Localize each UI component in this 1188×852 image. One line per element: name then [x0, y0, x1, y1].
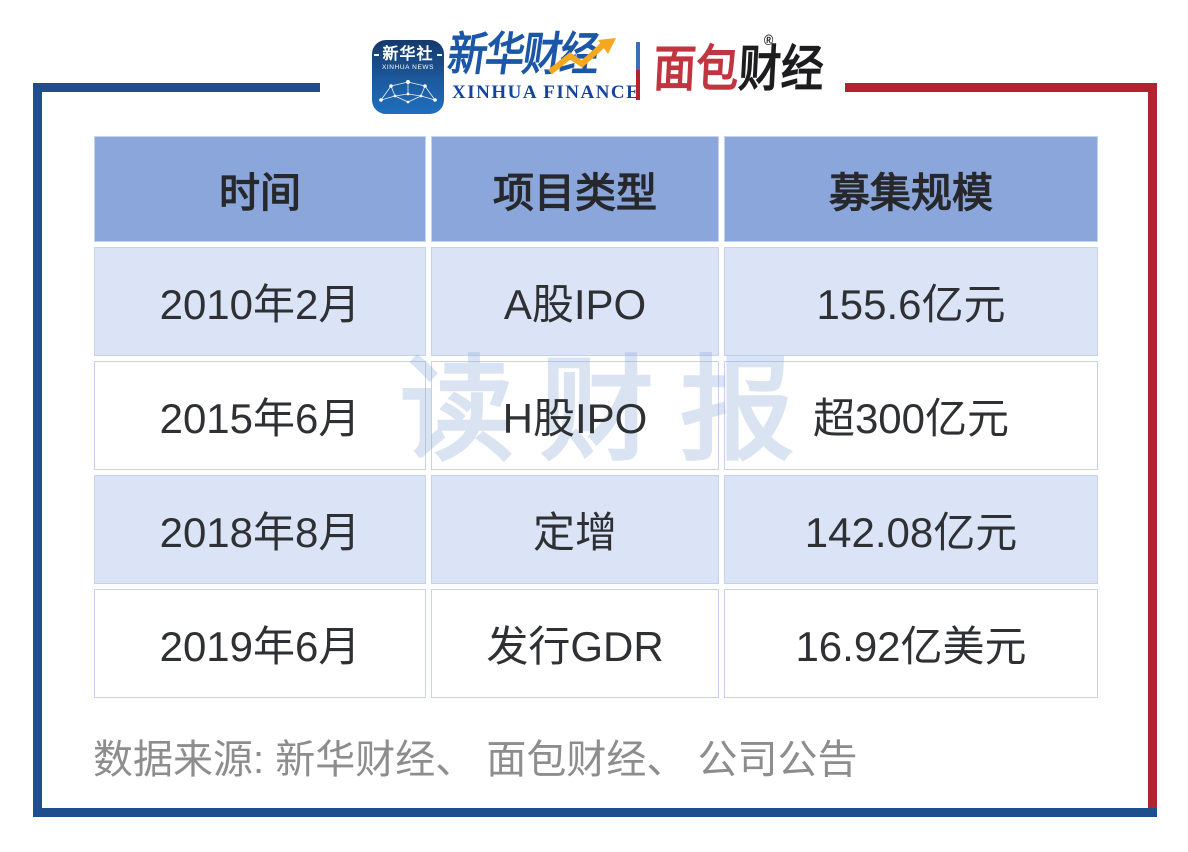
frame-top-left-border: [33, 83, 320, 92]
mianbao-finance-logo: 面包财经 ®: [652, 32, 826, 97]
table-cell: 超300亿元: [725, 362, 1097, 469]
xinhua-finance-en-wordmark: XINHUA FINANCE: [452, 81, 641, 103]
column-header-type: 项目类型: [432, 137, 718, 241]
xinhua-news-title: 新华社: [374, 47, 442, 63]
network-constellation-icon: [379, 79, 437, 103]
fundraising-table: 时间 项目类型 募集规模 2010年2月 A股IPO 155.6亿元 2015年…: [95, 137, 1097, 697]
xinhua-finance-cn-wordmark: 新华财经: [444, 28, 602, 80]
table-cell: 2019年6月: [95, 590, 425, 697]
flourish-line: [374, 54, 380, 56]
table-cell: 16.92亿美元: [725, 590, 1097, 697]
xinhua-finance-logo: 新华财经 XINHUA FINANCE: [445, 28, 652, 104]
mianbao-wordmark-black: 财经: [737, 41, 826, 97]
table-cell: 2015年6月: [95, 362, 425, 469]
registered-trademark-icon: ®: [763, 32, 774, 49]
flourish-line: [436, 54, 442, 56]
table-cell: 155.6亿元: [725, 248, 1097, 355]
table-cell: 2010年2月: [95, 248, 425, 355]
data-source-note: 数据来源: 新华财经、 面包财经、 公司公告: [93, 738, 858, 782]
frame-right-border: [1148, 83, 1157, 817]
logo-divider-line: [636, 42, 640, 100]
frame-bottom-border: [33, 808, 1157, 817]
xinhua-news-subtitle: XINHUA NEWS: [381, 64, 435, 71]
mianbao-wordmark-red: 面包: [652, 41, 741, 97]
table-cell: A股IPO: [432, 248, 718, 355]
frame-left-border: [33, 83, 42, 817]
table-cell: 定增: [432, 476, 718, 583]
table-cell: 2018年8月: [95, 476, 425, 583]
table-cell: 发行GDR: [432, 590, 718, 697]
column-header-time: 时间: [95, 137, 425, 241]
table-cell: H股IPO: [432, 362, 718, 469]
table-cell: 142.08亿元: [725, 476, 1097, 583]
column-header-amount: 募集规模: [725, 137, 1097, 241]
frame-top-right-border: [845, 83, 1157, 92]
xinhua-news-logo-icon: 新华社 XINHUA NEWS: [372, 40, 444, 114]
